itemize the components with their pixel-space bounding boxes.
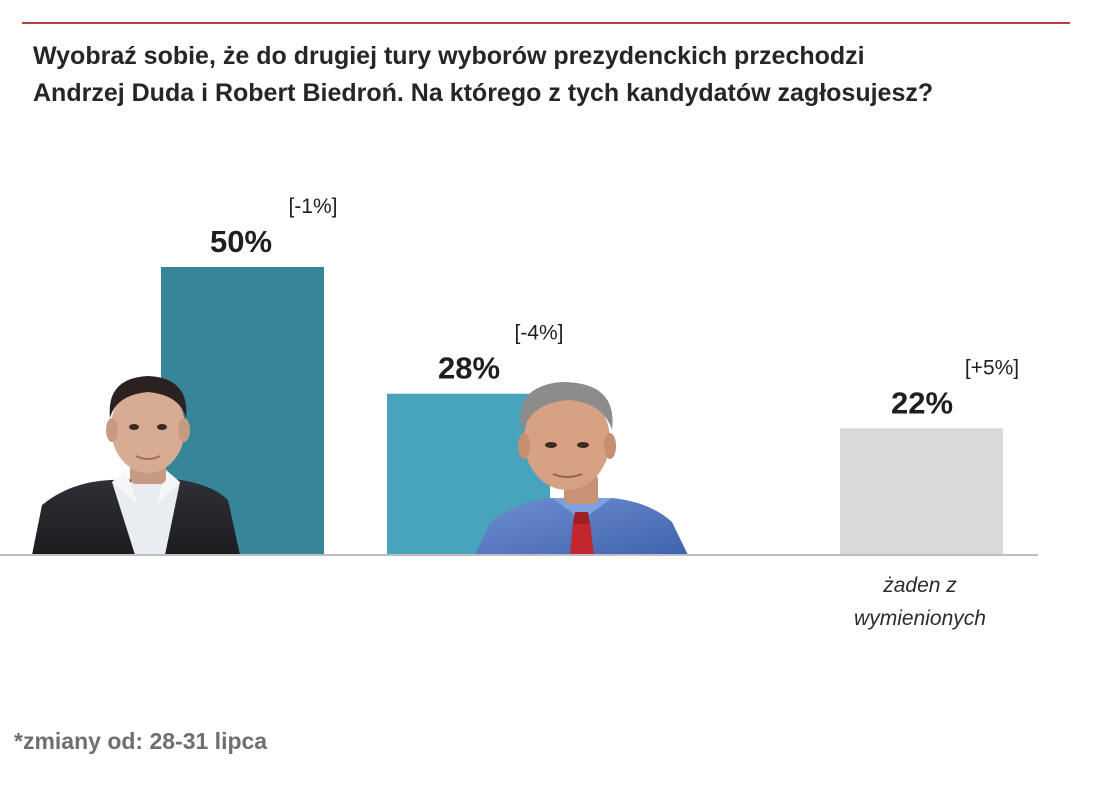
value-label-3: 22% xyxy=(891,385,953,420)
value-label-2: 28% xyxy=(438,351,500,386)
change-label-1: [-1%] xyxy=(288,195,337,218)
x-tick-label-none: żaden z wymienionych xyxy=(800,569,1040,635)
chart-title: Wyobraź sobie, że do drugiej tury wyboró… xyxy=(33,38,1063,112)
change-label-3: [+5%] xyxy=(965,356,1019,379)
bar-3 xyxy=(840,428,1003,555)
chart-title-line-1: Wyobraź sobie, że do drugiej tury wyboró… xyxy=(33,42,865,70)
labels-group: 50% [-1%] 28% [-4%] 22% [+5%] xyxy=(210,195,1019,420)
andrzej-duda-photo xyxy=(32,376,240,555)
change-label-2: [-4%] xyxy=(514,322,563,345)
bars-group xyxy=(161,267,1003,555)
top-rule xyxy=(22,22,1070,24)
x-tick-label-line-1: żaden z xyxy=(883,574,957,597)
footnote: *zmiany od: 28-31 lipca xyxy=(14,728,268,754)
robert-biedron-photo xyxy=(475,382,688,555)
value-label-1: 50% xyxy=(210,224,272,259)
x-tick-label-line-2: wymienionych xyxy=(854,607,986,630)
chart-title-line-2: Andrzej Duda i Robert Biedroń. Na któreg… xyxy=(33,79,934,107)
